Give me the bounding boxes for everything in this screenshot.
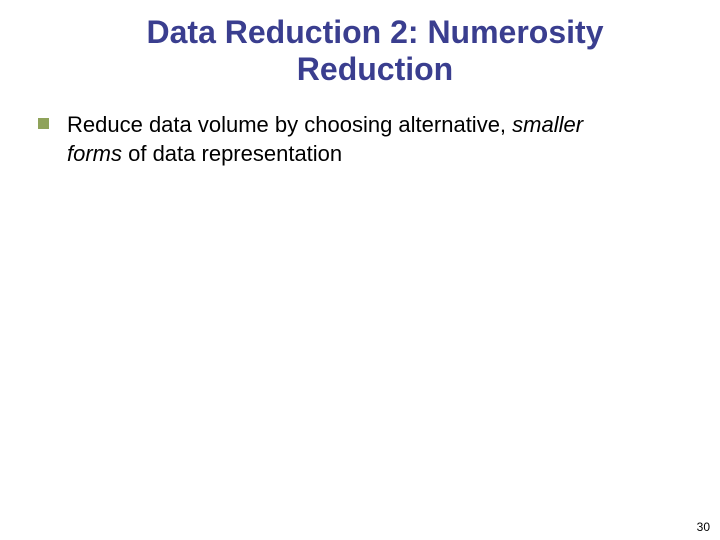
title-line-2: Reduction: [297, 51, 453, 87]
body-area: Reduce data volume by choosing alternati…: [30, 110, 690, 169]
bullet-seg-1: Reduce data volume by choosing alternati…: [67, 112, 512, 137]
bullet-seg-4: of data representation: [122, 141, 342, 166]
square-bullet-icon: [38, 118, 49, 129]
page-number: 30: [697, 520, 710, 534]
bullet-text: Reduce data volume by choosing alternati…: [67, 110, 583, 169]
bullet-item: Reduce data volume by choosing alternati…: [38, 110, 690, 169]
slide-title: Data Reduction 2: Numerosity Reduction: [70, 14, 680, 88]
slide: Data Reduction 2: Numerosity Reduction R…: [0, 0, 720, 540]
bullet-seg-3-italic: forms: [67, 141, 122, 166]
page-number-value: 30: [697, 520, 710, 534]
title-line-1: Data Reduction 2: Numerosity: [147, 14, 604, 50]
bullet-seg-2-italic: smaller: [512, 112, 583, 137]
